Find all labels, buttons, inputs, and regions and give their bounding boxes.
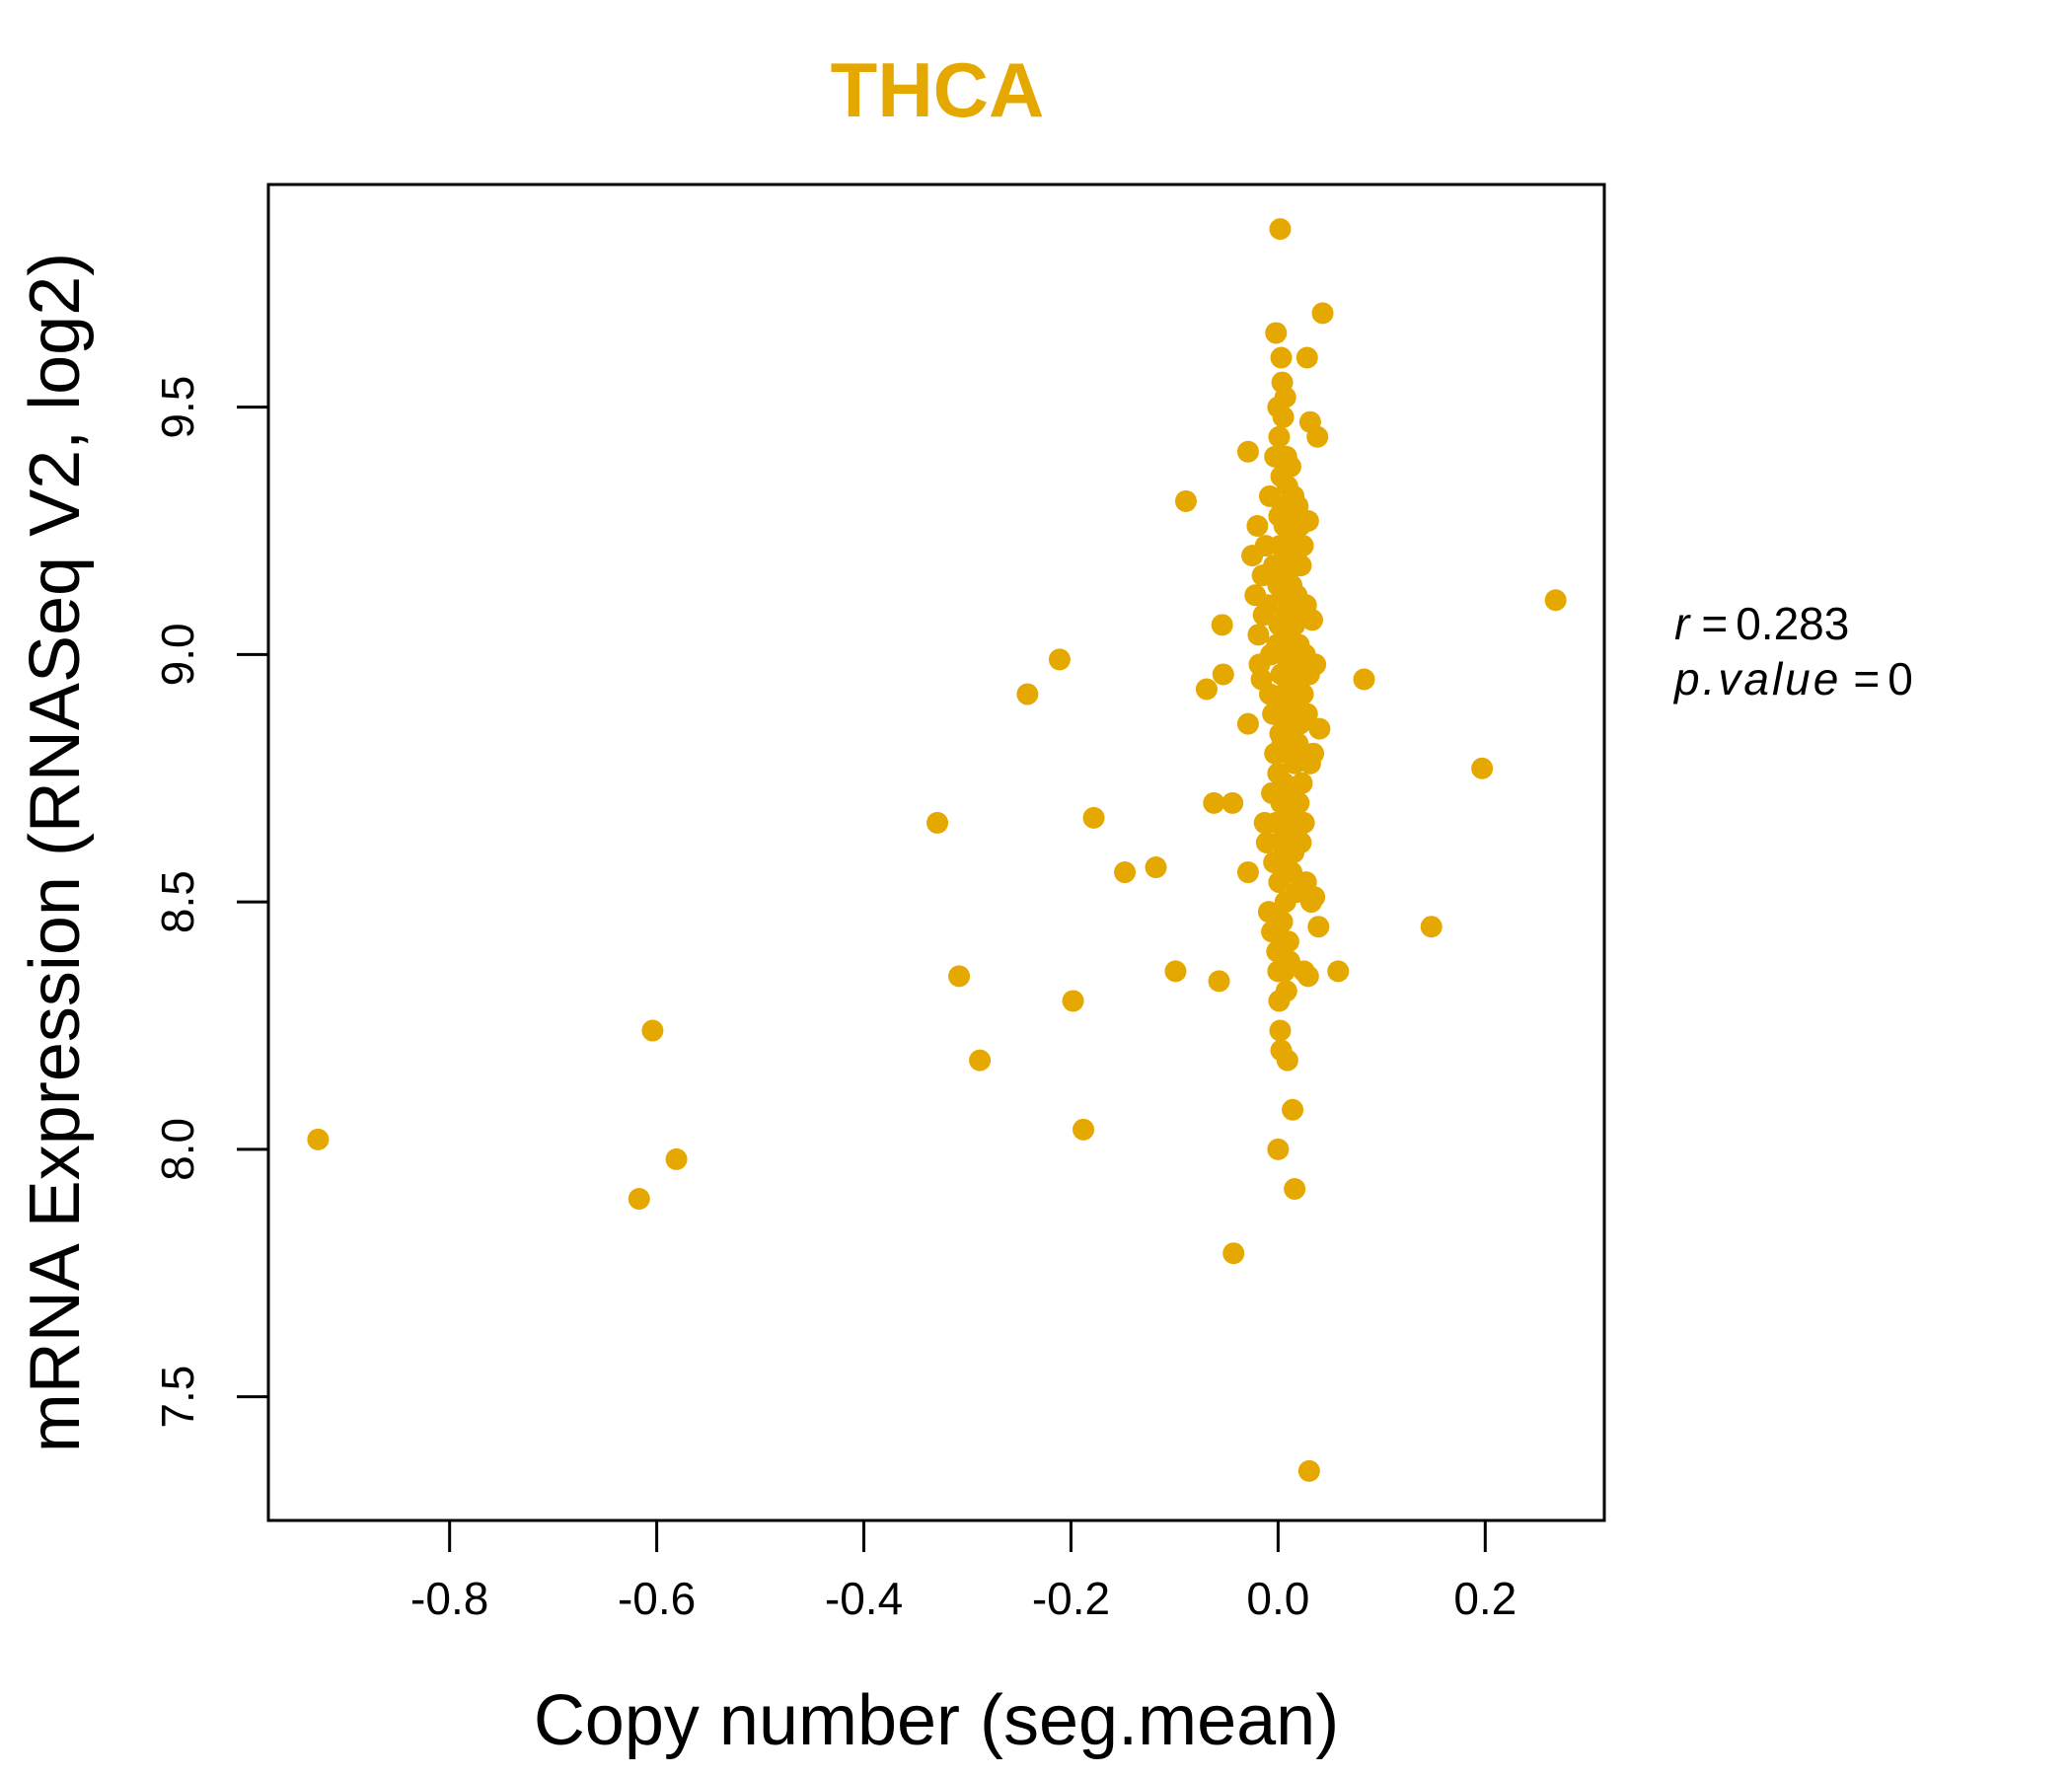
- data-point: [1271, 911, 1294, 933]
- data-point: [926, 811, 949, 834]
- data-point: [1267, 1138, 1290, 1160]
- data-point: [1247, 624, 1270, 646]
- data-point: [1145, 856, 1167, 879]
- data-point: [1222, 1242, 1245, 1265]
- x-tick-label: 0.2: [1453, 1573, 1517, 1624]
- plot-frame: [266, 183, 1606, 1522]
- data-point: [1296, 965, 1319, 988]
- data-point: [1236, 440, 1259, 463]
- p-value-annotation: p.value = 0: [1672, 653, 1913, 704]
- x-tick-label: -0.8: [410, 1573, 488, 1624]
- data-point: [1297, 1459, 1320, 1482]
- data-point: [1114, 861, 1137, 884]
- data-point: [1302, 742, 1325, 765]
- y-axis: 7.5 8.0 8.5 9.0 9.5: [152, 376, 270, 1429]
- data-point: [1295, 703, 1318, 725]
- data-point: [1270, 346, 1293, 369]
- data-point: [1307, 916, 1330, 938]
- data-point: [1296, 510, 1319, 533]
- y-tick-label: 9.0: [152, 623, 203, 686]
- y-tick-label: 9.5: [152, 376, 203, 439]
- data-point: [1203, 791, 1225, 814]
- data-point: [1292, 683, 1314, 705]
- data-point: [1265, 322, 1288, 344]
- data-point: [1236, 861, 1259, 884]
- data-point: [1212, 663, 1234, 686]
- data-point: [1164, 960, 1187, 983]
- p-label: p.value: [1672, 653, 1841, 704]
- data-point: [1272, 406, 1295, 428]
- chart-title: THCA: [831, 46, 1045, 133]
- y-tick-label: 8.0: [152, 1118, 203, 1181]
- data-point: [1290, 831, 1312, 853]
- data-point: [1208, 970, 1230, 993]
- data-point: [1275, 980, 1297, 1002]
- data-point: [1174, 489, 1197, 512]
- data-point: [1292, 535, 1314, 557]
- data-point: [1295, 346, 1318, 369]
- data-point: [1301, 609, 1324, 631]
- data-point: [1268, 425, 1291, 448]
- data-point: [1195, 678, 1218, 701]
- x-tick-label: 0.0: [1246, 1573, 1309, 1624]
- y-axis-title: mRNA Expression (RNASeq V2, log2): [16, 253, 95, 1452]
- data-point: [1306, 425, 1329, 448]
- p-value: 0: [1887, 653, 1913, 704]
- data-point: [1211, 614, 1233, 636]
- data-point: [1311, 302, 1334, 325]
- data-point: [1304, 653, 1327, 676]
- data-point: [1269, 218, 1292, 241]
- data-point: [1471, 757, 1494, 779]
- data-point: [1073, 1118, 1095, 1141]
- data-point: [1282, 1098, 1304, 1121]
- x-axis: -0.8 -0.6 -0.4 -0.2 0.0 0.2: [410, 1518, 1517, 1624]
- data-point: [1290, 555, 1312, 577]
- data-point: [1293, 811, 1315, 834]
- data-point: [1288, 791, 1310, 814]
- r-label: r: [1674, 598, 1691, 649]
- data-point: [307, 1128, 330, 1150]
- data-point: [1236, 712, 1259, 735]
- x-tick-label: -0.6: [618, 1573, 696, 1624]
- x-tick-label: -0.4: [825, 1573, 903, 1624]
- y-tick-label: 7.5: [152, 1366, 203, 1429]
- points-layer: [307, 218, 1567, 1482]
- data-point: [1544, 589, 1567, 612]
- data-point: [628, 1188, 650, 1211]
- data-point: [1246, 515, 1269, 538]
- data-point: [1308, 717, 1331, 740]
- data-point: [665, 1147, 688, 1170]
- data-point: [1276, 1049, 1298, 1072]
- data-point: [1277, 930, 1299, 953]
- data-point: [641, 1019, 664, 1042]
- data-point: [1062, 990, 1084, 1012]
- data-point: [1353, 668, 1375, 691]
- data-point: [1279, 455, 1301, 478]
- x-axis-title: Copy number (seg.mean): [534, 1681, 1339, 1760]
- data-point: [1327, 960, 1350, 983]
- data-point: [1221, 791, 1244, 814]
- data-point: [1016, 683, 1039, 705]
- data-point: [1420, 916, 1443, 938]
- stats-annotation: r = 0.283 p.value = 0: [1672, 598, 1913, 704]
- data-point: [1291, 772, 1313, 794]
- data-point: [969, 1049, 992, 1072]
- data-point: [1274, 386, 1296, 408]
- r-value: 0.283: [1736, 598, 1849, 649]
- r-annotation: r = 0.283: [1674, 598, 1849, 649]
- y-tick-label: 8.5: [152, 870, 203, 933]
- data-point: [1284, 1178, 1306, 1201]
- data-point: [1048, 648, 1071, 671]
- data-point: [1303, 886, 1326, 909]
- data-point: [1082, 806, 1105, 829]
- data-point: [948, 965, 971, 988]
- data-point: [1269, 1019, 1292, 1042]
- x-tick-label: -0.2: [1032, 1573, 1110, 1624]
